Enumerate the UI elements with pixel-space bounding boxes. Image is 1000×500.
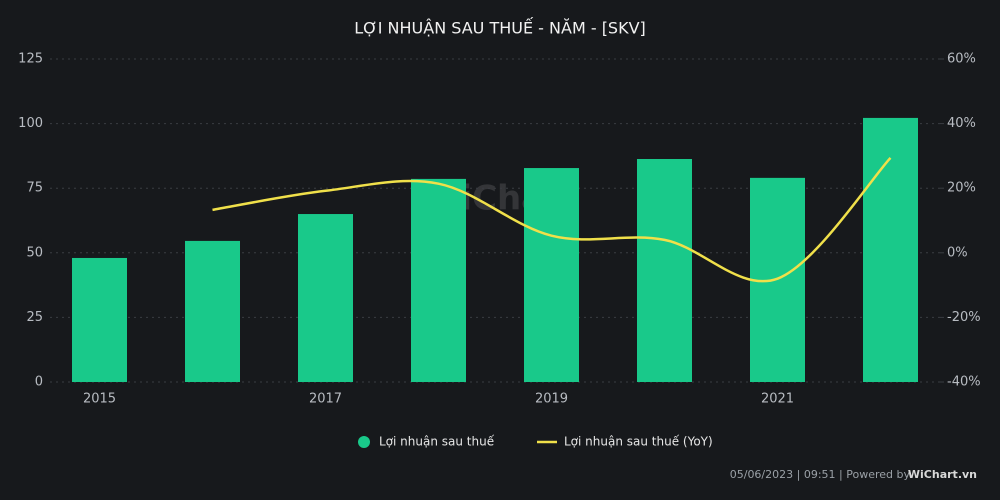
legend-label: Lợi nhuận sau thuế (YoY) [564, 435, 713, 449]
x-tick-label: 2019 [535, 392, 568, 407]
y2-tick-label: 40% [947, 116, 976, 131]
x-tick-label: 2015 [83, 392, 116, 407]
bar [298, 214, 353, 382]
y2-tick-label: 20% [947, 181, 976, 196]
y2-tick-label: -20% [947, 310, 981, 325]
legend-label: Lợi nhuận sau thuế [379, 435, 495, 449]
y2-tick-label: 0% [947, 245, 968, 260]
bar [411, 178, 466, 382]
y2-tick-label: 60% [947, 52, 976, 67]
line [212, 156, 892, 283]
bar [185, 240, 240, 382]
legend-swatch [358, 436, 370, 448]
chart-title: LỢI NHUẬN SAU THUẾ - NĂM - [SKV] [354, 17, 646, 38]
y-tick-label: 125 [18, 52, 43, 67]
footer: 05/06/2023 | 09:51 | Powered by [730, 468, 911, 481]
x-tick-label: 2021 [761, 392, 794, 407]
y2-tick-label: -40% [947, 375, 981, 390]
bar [524, 168, 579, 382]
y-tick-label: 75 [26, 181, 43, 196]
y-tick-label: 100 [18, 116, 43, 131]
footer-brand: WiChart.vn [908, 468, 977, 481]
bar [72, 257, 127, 382]
y-tick-label: 25 [26, 310, 43, 325]
y-tick-label: 0 [35, 375, 43, 390]
x-tick-label: 2017 [309, 392, 342, 407]
y-tick-label: 50 [26, 245, 43, 260]
bar [637, 159, 692, 382]
bar [863, 117, 918, 383]
